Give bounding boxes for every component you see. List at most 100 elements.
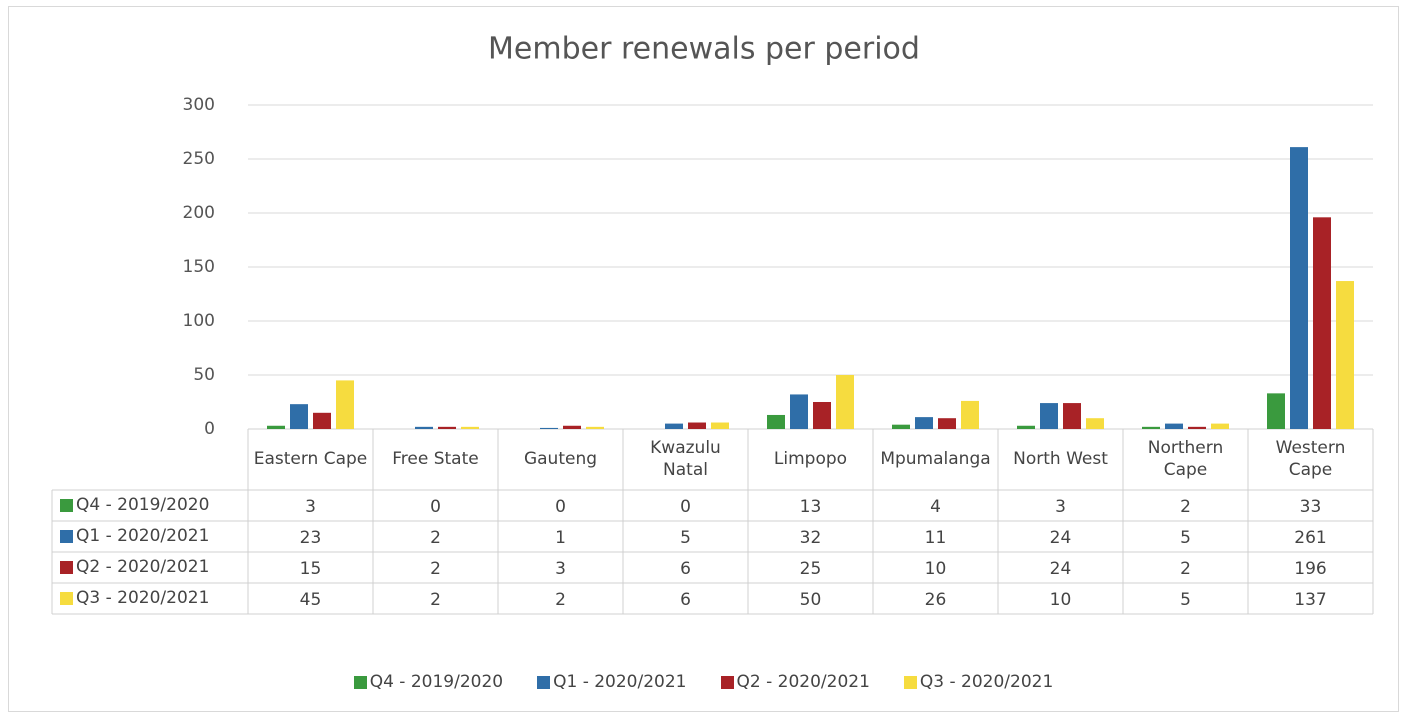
table-value: 5 <box>1180 589 1191 610</box>
bar <box>1040 403 1058 429</box>
x-tick-label: Eastern Cape <box>253 448 368 469</box>
table-value: 10 <box>924 558 947 579</box>
bar <box>1267 393 1285 429</box>
table-value: 25 <box>799 558 822 579</box>
series-name: Q2 - 2020/2021 <box>76 556 210 577</box>
table-value: 6 <box>680 558 691 579</box>
x-tick-label: Western Cape <box>1275 438 1346 480</box>
table-value: 1 <box>555 527 566 548</box>
bar <box>790 394 808 429</box>
bar <box>1211 423 1229 429</box>
legend-label: Q4 - 2019/2020 <box>369 672 504 692</box>
table-value: 24 <box>1049 527 1072 548</box>
bar <box>1063 403 1081 429</box>
table-value: 10 <box>1049 589 1072 610</box>
bar <box>1313 217 1331 429</box>
bar <box>813 402 831 429</box>
table-value: 3 <box>1055 496 1066 517</box>
series-name: Q3 - 2020/2021 <box>76 587 210 608</box>
bar <box>938 418 956 429</box>
bar <box>313 412 331 429</box>
legend-swatch <box>353 675 367 689</box>
bar <box>438 426 456 429</box>
legend-item: Q2 - 2020/2021 <box>720 672 870 692</box>
bar <box>540 427 558 429</box>
table-value: 2 <box>1180 496 1191 517</box>
bar <box>336 380 354 429</box>
x-tick-label: North West <box>1013 448 1108 469</box>
y-tick-label: 150 <box>183 257 215 277</box>
series-label: Q3 - 2020/2021 <box>52 583 248 614</box>
table-value: 0 <box>555 496 566 517</box>
series-name: Q4 - 2019/2020 <box>76 494 210 515</box>
table-value: 33 <box>1299 496 1322 517</box>
legend-swatch <box>903 675 917 689</box>
table-value: 2 <box>555 589 566 610</box>
legend-swatch <box>537 675 551 689</box>
legend-swatch <box>60 499 73 512</box>
table-value: 261 <box>1294 527 1327 548</box>
legend-item: Q3 - 2020/2021 <box>903 672 1053 692</box>
table-value: 5 <box>1180 527 1191 548</box>
legend-swatch <box>720 675 734 689</box>
y-tick-label: 50 <box>193 365 215 385</box>
bar <box>688 422 706 429</box>
x-tick-label: Limpopo <box>773 448 848 469</box>
bar <box>415 426 433 429</box>
table-value: 15 <box>299 558 322 579</box>
legend-swatch <box>60 561 73 574</box>
table-value: 0 <box>680 496 691 517</box>
table-value: 6 <box>680 589 691 610</box>
legend-label: Q1 - 2020/2021 <box>553 672 687 692</box>
bar <box>1165 423 1183 429</box>
chart-title: Member renewals per period <box>488 32 920 67</box>
bar <box>915 417 933 429</box>
legend-item: Q1 - 2020/2021 <box>537 672 687 692</box>
table-value: 196 <box>1294 558 1327 579</box>
bar <box>836 375 854 429</box>
bar <box>892 424 910 429</box>
table-value: 11 <box>924 527 947 548</box>
x-tick-label: Gauteng <box>523 448 598 469</box>
bar <box>1336 281 1354 429</box>
table-value: 2 <box>430 558 441 579</box>
bar <box>586 426 604 429</box>
series-label: Q2 - 2020/2021 <box>52 552 248 583</box>
legend-label: Q2 - 2020/2021 <box>736 672 870 692</box>
bar <box>711 422 729 429</box>
y-tick-label: 200 <box>183 203 215 223</box>
bar <box>1188 426 1206 429</box>
table-value: 5 <box>680 527 691 548</box>
table-value: 3 <box>305 496 316 517</box>
x-tick-label: Mpumalanga <box>880 448 991 469</box>
bar <box>461 426 479 429</box>
bar <box>665 423 683 429</box>
legend-swatch <box>60 530 73 543</box>
series-name: Q1 - 2020/2021 <box>76 525 210 546</box>
table-value: 26 <box>924 589 947 610</box>
table-value: 137 <box>1294 589 1327 610</box>
table-value: 50 <box>799 589 822 610</box>
table-value: 23 <box>299 527 322 548</box>
y-tick-label: 250 <box>183 149 215 169</box>
table-value: 3 <box>555 558 566 579</box>
x-tick-label: Kwazulu Natal <box>650 438 721 480</box>
x-tick-label: Free State <box>392 448 479 469</box>
bar <box>267 425 285 429</box>
table-value: 2 <box>1180 558 1191 579</box>
table-value: 0 <box>430 496 441 517</box>
series-label: Q1 - 2020/2021 <box>52 521 248 552</box>
y-tick-label: 300 <box>183 95 215 115</box>
bar <box>563 425 581 429</box>
table-value: 2 <box>430 527 441 548</box>
table-value: 45 <box>299 589 322 610</box>
x-tick-label: Northern Cape <box>1147 438 1224 480</box>
table-value: 4 <box>930 496 941 517</box>
legend-swatch <box>60 592 73 605</box>
y-tick-label: 100 <box>183 311 215 331</box>
table-value: 13 <box>799 496 822 517</box>
table-value: 24 <box>1049 558 1072 579</box>
bar <box>767 414 785 429</box>
